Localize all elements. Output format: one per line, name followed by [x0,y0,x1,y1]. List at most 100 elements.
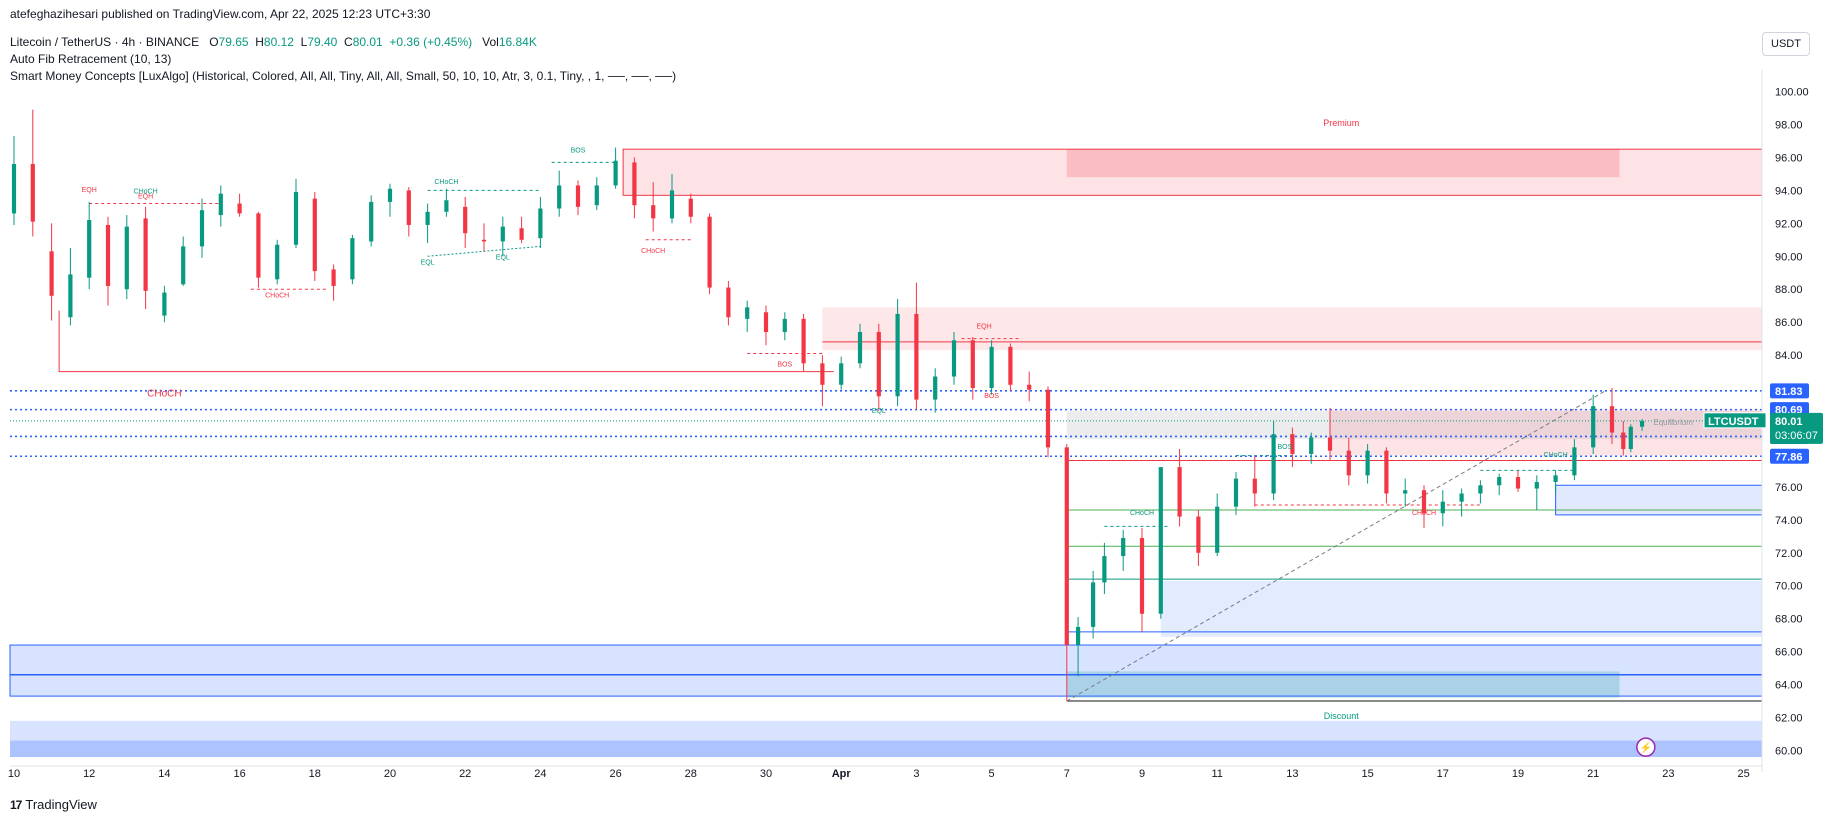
candle-body [1215,506,1220,553]
candle-body [1421,490,1427,514]
supply-zone [822,307,1762,351]
structure-label: CHoCH [434,179,458,186]
candle-body [1158,467,1163,614]
x-tick-label: 10 [8,768,20,780]
structure-label: EQH [976,324,991,331]
candle-body [857,332,863,364]
candle-body [87,220,92,278]
candle [1045,386,1051,458]
candle [1271,421,1276,501]
close-label: C [344,35,353,49]
candle-body [1102,556,1107,583]
candle [218,185,223,227]
y-tick-label: 92.00 [1775,218,1803,230]
candle [1091,570,1096,639]
candle-body [1365,450,1370,476]
candle-body [575,185,581,207]
candle-body [481,239,487,242]
candle [1403,478,1408,507]
currency-button[interactable]: USDT [1762,32,1810,56]
candle-body [463,206,468,234]
y-tick-label: 66.00 [1775,647,1803,659]
high-value: 80.12 [263,35,294,49]
indicator-fib[interactable]: Auto Fib Retracement (10, 13) [10,52,172,66]
price-level-badge: 81.83 [1770,383,1809,399]
candle-body [1045,389,1051,448]
candle-body [876,332,881,397]
candle [425,203,430,244]
order-block-bear [1330,409,1762,456]
candle-body [1271,434,1276,494]
candle [143,206,148,309]
candle [1591,394,1596,454]
candle [1365,444,1370,484]
candle-body [1196,516,1201,553]
candle-body [1534,481,1539,489]
discount-zone-inner [1066,671,1620,698]
x-tick-label: 17 [1437,768,1449,780]
discount-block-inner [10,740,1762,758]
x-tick-label: 25 [1737,768,1749,780]
candle [782,312,787,341]
candle [1346,437,1351,486]
candle-body [1027,384,1032,390]
candle [444,188,449,217]
candle-body [105,224,111,286]
candle [1515,470,1521,492]
candle [820,355,825,407]
candle [632,157,637,219]
structure-label: CHoCH [1130,510,1154,517]
candle [463,196,468,249]
candle [199,198,205,258]
candle-body [707,216,712,288]
x-tick-label: 9 [1139,768,1145,780]
candle [1553,470,1558,494]
candle-body [914,313,919,400]
candle-body [1233,478,1239,507]
candle [1064,444,1069,702]
candle-body [1515,477,1521,489]
candle-body [970,340,975,389]
choch-big-line [58,310,834,373]
candle-body [1497,477,1502,486]
candle [293,178,299,249]
candle-body [1177,467,1182,517]
structure-label: BOS [571,147,586,154]
candle [387,183,393,217]
x-tick-label: 26 [609,768,621,780]
candle-body [594,185,599,206]
tradingview-brand[interactable]: 17 TradingView [10,797,97,812]
symbol-name[interactable]: Litecoin / TetherUS · 4h · BINANCE [10,35,200,49]
lightning-icon-glyph: ⚡ [1640,741,1652,754]
candle-body [124,226,129,290]
countdown-text: 03:06:07 [1775,430,1818,442]
candle-body [895,313,900,397]
candle-body [312,198,317,272]
candle-body [11,164,17,214]
current-price-badge [1770,412,1823,444]
candle [613,147,618,189]
candle [1384,447,1389,504]
price-level-badge: 77.86 [1770,448,1809,464]
y-tick-label: 84.00 [1775,350,1803,362]
lightning-icon-circle [1636,737,1656,757]
x-tick-label: 24 [534,768,546,780]
candle [970,336,975,400]
candle [876,323,881,412]
high-label: H [255,35,264,49]
premium-zone [622,148,1763,196]
candle [951,332,957,385]
candle-body [1290,434,1295,454]
candle-body [237,203,242,214]
candle-body [1621,432,1626,450]
candle [124,215,129,300]
candle [857,323,863,369]
x-tick-label: 21 [1587,768,1599,780]
candle-body [763,312,769,333]
candle [11,136,17,225]
indicator-smc[interactable]: Smart Money Concepts [LuxAlgo] (Historic… [10,69,677,83]
candle [1102,542,1107,594]
y-tick-label: 90.00 [1775,251,1803,263]
candle [1572,439,1577,481]
